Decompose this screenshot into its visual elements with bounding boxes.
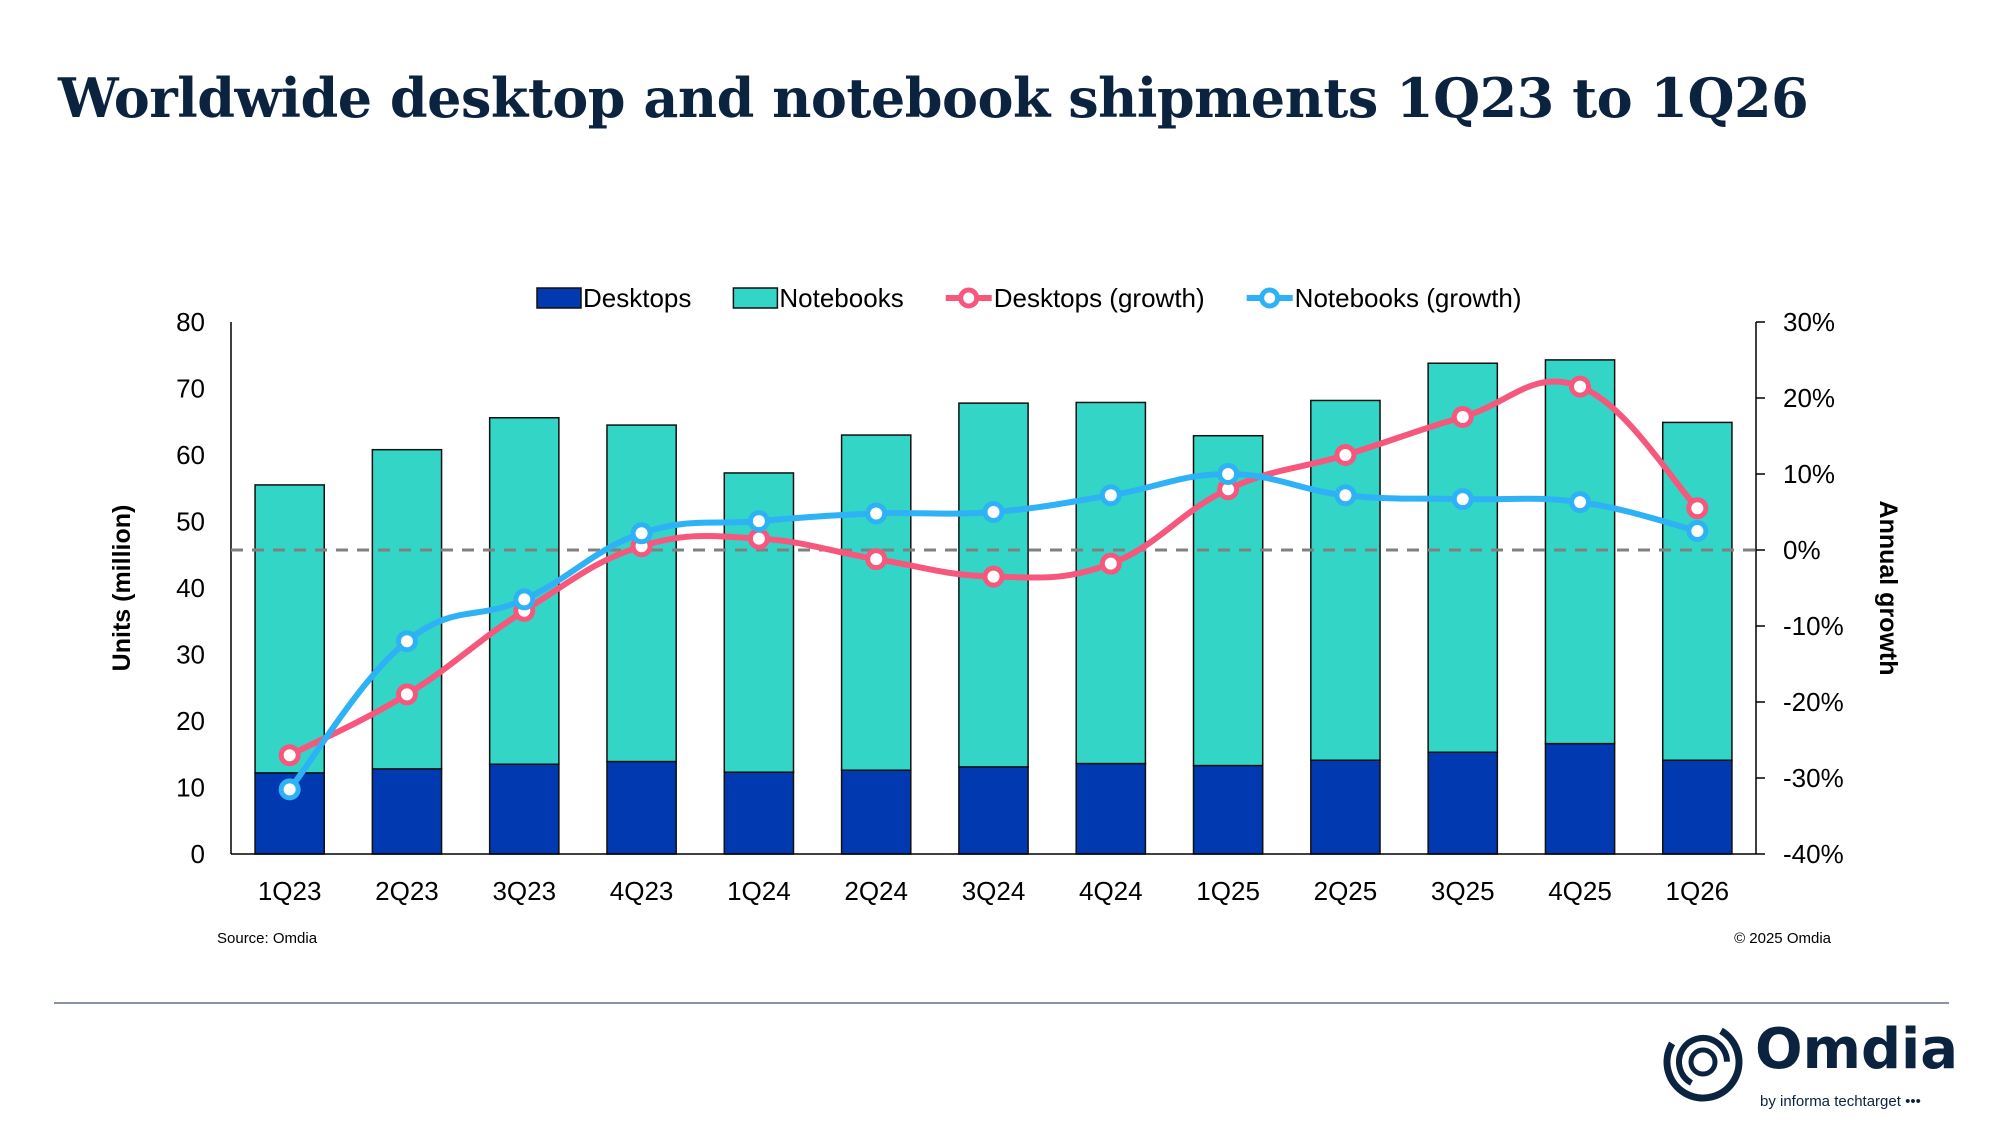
- bar-desktops: [1192, 764, 1264, 855]
- bar-notebooks: [1544, 359, 1616, 745]
- y-tick-label: 0: [191, 839, 205, 869]
- x-tick-label: 2Q23: [375, 876, 439, 906]
- legend-label: Notebooks: [779, 283, 903, 313]
- notebooks-growth-point: [395, 630, 418, 653]
- notebooks-growth-point: [513, 588, 536, 611]
- bar-desktops: [1427, 751, 1499, 855]
- logo-wordmark: Omdia: [1755, 1017, 1958, 1082]
- legend-label: Desktops (growth): [994, 283, 1205, 313]
- logo-ring-icon: [1688, 1047, 1718, 1077]
- notebooks-growth-point: [630, 522, 653, 545]
- desktops-growth-point: [278, 744, 301, 767]
- x-tick-label: 4Q24: [1079, 876, 1143, 906]
- notebooks-growth-point: [1217, 463, 1240, 485]
- bar-notebooks: [1427, 362, 1499, 754]
- y2-axis-title: Annual growth: [1874, 501, 1902, 676]
- logo-ring-icon: [1663, 1022, 1743, 1102]
- y2-tick-label: -10%: [1783, 611, 1844, 641]
- source-note: Source: Omdia: [217, 930, 318, 947]
- y2-tick-label: -30%: [1783, 763, 1844, 793]
- legend-item: Desktops (growth): [945, 283, 1205, 313]
- desktops-growth-point: [982, 565, 1005, 588]
- x-tick-label: 2Q25: [1314, 876, 1378, 906]
- y-tick-label: 30: [176, 640, 205, 670]
- bar-desktops: [1075, 762, 1147, 855]
- notebooks-growth-point: [1099, 484, 1122, 507]
- notebooks-growth-point: [982, 501, 1005, 523]
- desktops-growth-point: [1451, 406, 1474, 428]
- desktops-growth-point: [1569, 375, 1592, 398]
- notebooks-growth-point: [1451, 488, 1474, 511]
- x-tick-label: 2Q24: [844, 876, 908, 906]
- logo-tagline: by informa techtarget •••: [1760, 1093, 1921, 1110]
- desktops-growth-point: [1686, 497, 1709, 520]
- desktops-growth-point: [865, 548, 888, 571]
- bar-notebooks: [371, 448, 443, 770]
- bar-desktops: [723, 771, 795, 855]
- bar-notebooks: [1075, 401, 1147, 765]
- y-tick-label: 10: [176, 773, 205, 803]
- desktops-growth-point: [1334, 444, 1357, 466]
- bar-desktops: [371, 768, 443, 855]
- y-tick-label: 70: [176, 374, 205, 404]
- copyright-note: © 2025 Omdia: [1734, 930, 1832, 947]
- bar-desktops: [1544, 742, 1616, 855]
- legend-label: Desktops: [583, 283, 691, 313]
- y2-tick-label: 20%: [1783, 383, 1835, 413]
- desktops-growth-point: [747, 527, 770, 550]
- bar-desktops: [1661, 759, 1733, 855]
- x-tick-label: 1Q24: [727, 876, 791, 906]
- y-tick-label: 80: [176, 307, 205, 337]
- legend-swatch: [732, 287, 779, 309]
- bar-notebooks: [254, 484, 326, 774]
- notebooks-growth-point: [865, 502, 888, 525]
- bar-notebooks: [606, 424, 677, 763]
- bar-desktops: [606, 760, 677, 855]
- notebooks-growth-point: [1686, 520, 1709, 542]
- legend-marker: [1259, 287, 1281, 309]
- x-tick-label: 1Q25: [1196, 876, 1260, 906]
- x-tick-label: 3Q23: [492, 876, 556, 906]
- x-tick-label: 3Q25: [1431, 876, 1495, 906]
- legend-item: Notebooks: [732, 283, 904, 313]
- omdia-logo: Omdia by informa techtarget •••: [1663, 1017, 1958, 1110]
- notebooks-growth-point: [1334, 484, 1357, 507]
- y-tick-label: 40: [176, 573, 205, 603]
- y2-tick-label: 10%: [1783, 459, 1835, 489]
- legend-swatch: [536, 287, 582, 309]
- bar-desktops: [488, 763, 560, 855]
- bar-desktops: [1310, 759, 1381, 855]
- notebooks-growth-point: [1569, 491, 1592, 514]
- x-tick-label: 4Q23: [610, 876, 674, 906]
- desktops-growth-point: [395, 683, 418, 706]
- y-tick-label: 50: [176, 507, 205, 537]
- y-tick-label: 60: [176, 440, 205, 470]
- logo-ring-icon: [1675, 1035, 1730, 1089]
- x-tick-label: 1Q26: [1666, 876, 1730, 906]
- legend-item: Desktops: [536, 283, 691, 313]
- y2-tick-label: 30%: [1783, 307, 1835, 337]
- bar-notebooks: [840, 434, 912, 771]
- divider: [54, 1002, 1949, 1004]
- x-tick-label: 1Q23: [258, 876, 322, 906]
- chart-title: Worldwide desktop and notebook shipments…: [58, 66, 1809, 130]
- bar-notebooks: [1661, 421, 1733, 761]
- notebooks-growth-point: [747, 510, 770, 533]
- desktops-growth-point: [1099, 552, 1122, 575]
- bar-desktops: [840, 769, 912, 855]
- y-axis-title: Units (million): [108, 505, 136, 672]
- legend-label: Notebooks (growth): [1295, 283, 1522, 313]
- bar-desktops: [958, 766, 1029, 855]
- y-tick-label: 20: [176, 706, 205, 736]
- legend-marker: [958, 287, 980, 309]
- notebooks-growth-point: [278, 778, 301, 801]
- y2-tick-label: -20%: [1783, 687, 1844, 717]
- y2-tick-label: -40%: [1783, 839, 1844, 869]
- y2-tick-label: 0%: [1783, 535, 1821, 565]
- x-tick-label: 3Q24: [962, 876, 1026, 906]
- x-tick-label: 4Q25: [1548, 876, 1612, 906]
- legend-item: Notebooks (growth): [1246, 283, 1522, 313]
